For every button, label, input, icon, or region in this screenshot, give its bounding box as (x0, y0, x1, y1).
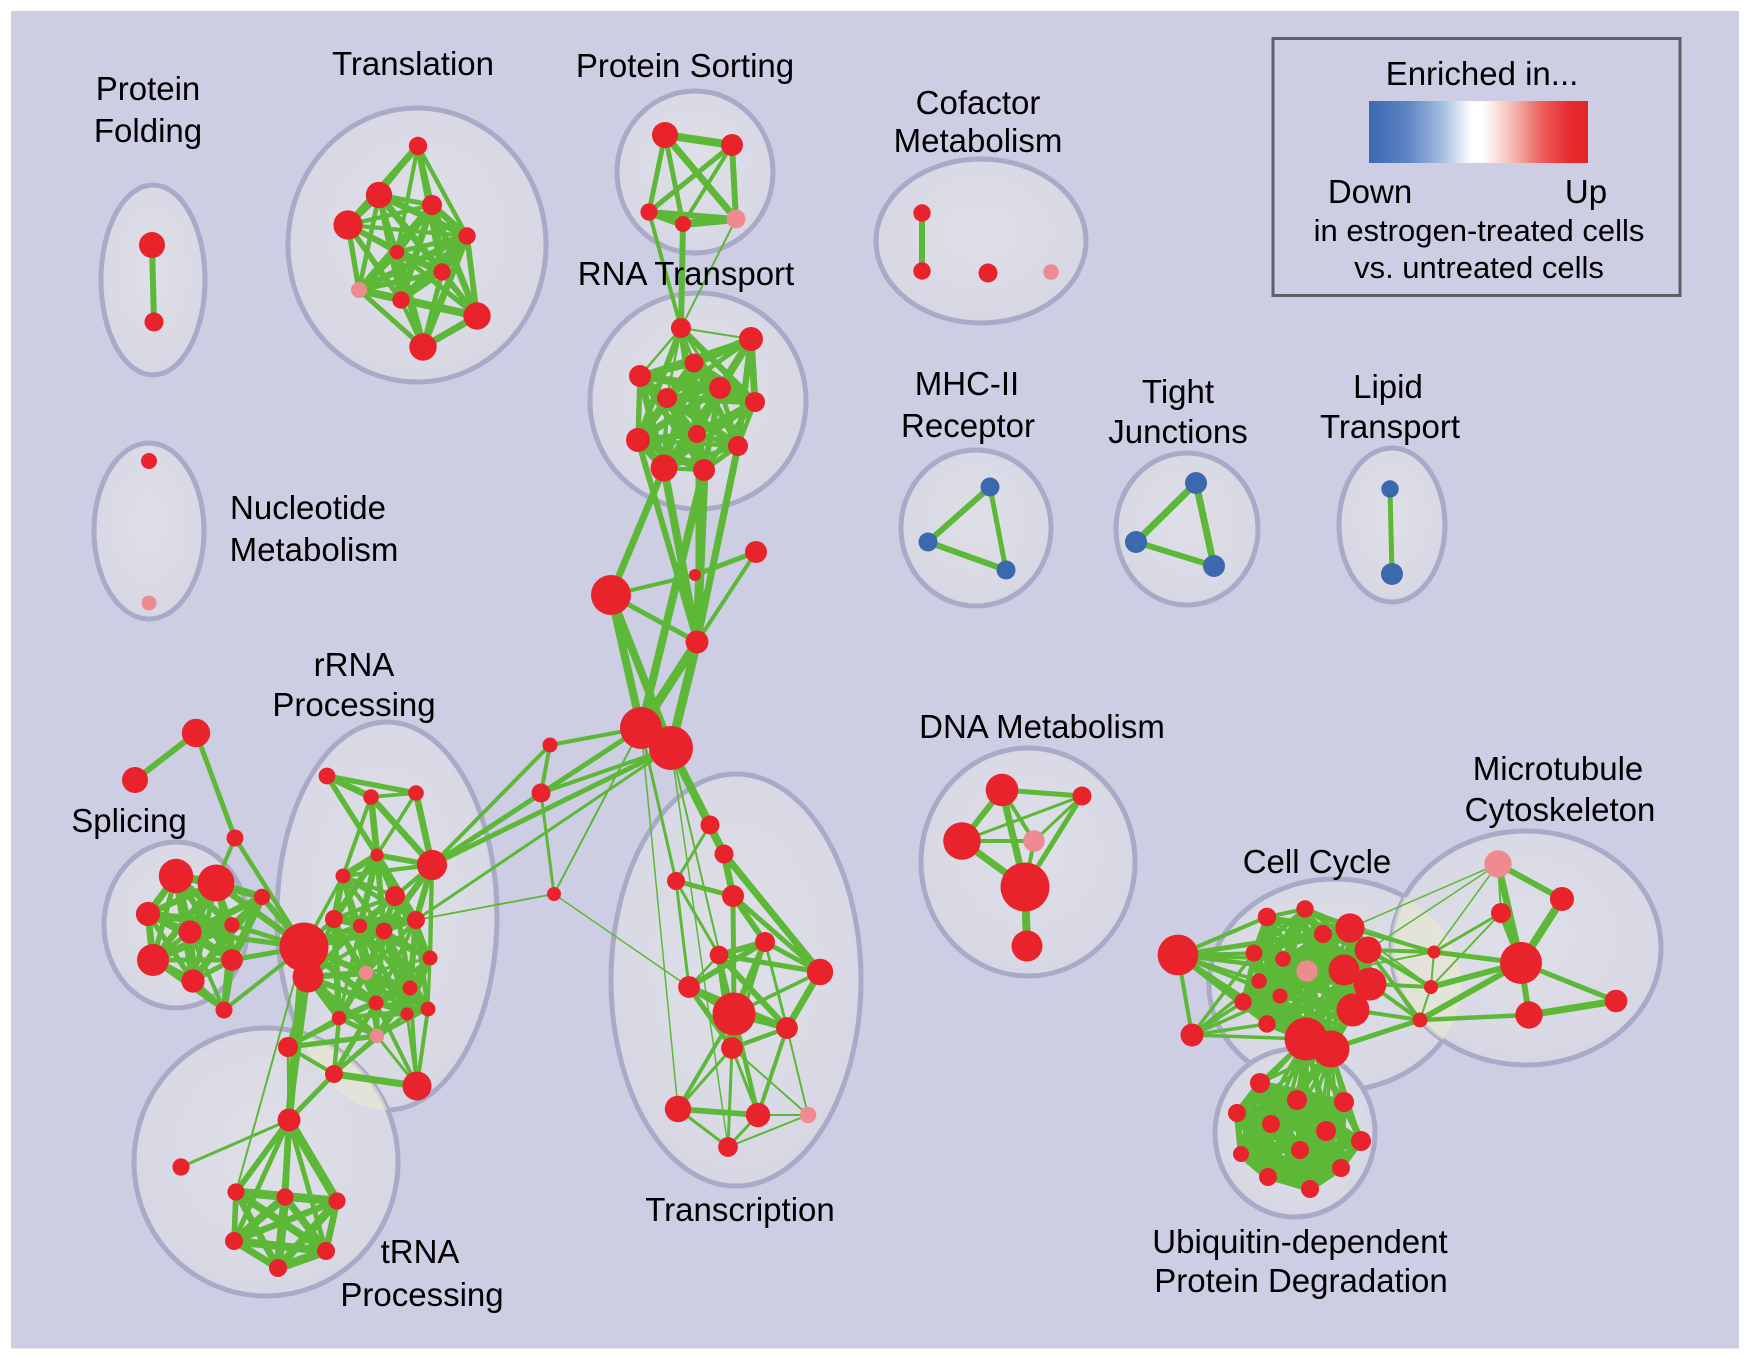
svg-text:Tight: Tight (1142, 373, 1214, 410)
svg-text:Cytoskeleton: Cytoskeleton (1465, 791, 1656, 828)
svg-text:DNA Metabolism: DNA Metabolism (919, 708, 1165, 745)
svg-text:RNA Transport: RNA Transport (578, 255, 794, 292)
svg-text:Cell Cycle: Cell Cycle (1243, 843, 1392, 880)
svg-text:Metabolism: Metabolism (894, 122, 1063, 159)
svg-text:Enriched in...: Enriched in... (1386, 55, 1579, 92)
svg-text:Receptor: Receptor (901, 407, 1035, 444)
svg-text:Processing: Processing (340, 1276, 503, 1313)
svg-text:Transport: Transport (1320, 408, 1460, 445)
svg-text:Processing: Processing (272, 686, 435, 723)
svg-text:in estrogen-treated cells: in estrogen-treated cells (1314, 213, 1645, 248)
svg-text:Microtubule: Microtubule (1473, 750, 1644, 787)
svg-text:Junctions: Junctions (1108, 413, 1247, 450)
svg-text:Splicing: Splicing (71, 802, 187, 839)
svg-text:Protein: Protein (96, 70, 201, 107)
svg-text:Up: Up (1565, 173, 1607, 210)
svg-text:Protein Degradation: Protein Degradation (1154, 1262, 1448, 1299)
svg-text:Cofactor: Cofactor (916, 84, 1041, 121)
svg-text:Translation: Translation (332, 45, 494, 82)
svg-text:Lipid: Lipid (1353, 368, 1423, 405)
svg-text:rRNA: rRNA (314, 646, 395, 683)
svg-text:Down: Down (1328, 173, 1412, 210)
svg-text:tRNA: tRNA (381, 1233, 460, 1270)
svg-text:Transcription: Transcription (645, 1191, 835, 1228)
svg-text:Metabolism: Metabolism (230, 531, 399, 568)
svg-text:vs. untreated cells: vs. untreated cells (1354, 250, 1604, 285)
svg-text:Folding: Folding (94, 112, 202, 149)
svg-text:MHC-II: MHC-II (915, 365, 1019, 402)
svg-text:Ubiquitin-dependent: Ubiquitin-dependent (1152, 1223, 1447, 1260)
svg-text:Protein Sorting: Protein Sorting (576, 47, 794, 84)
svg-text:Nucleotide: Nucleotide (230, 489, 386, 526)
